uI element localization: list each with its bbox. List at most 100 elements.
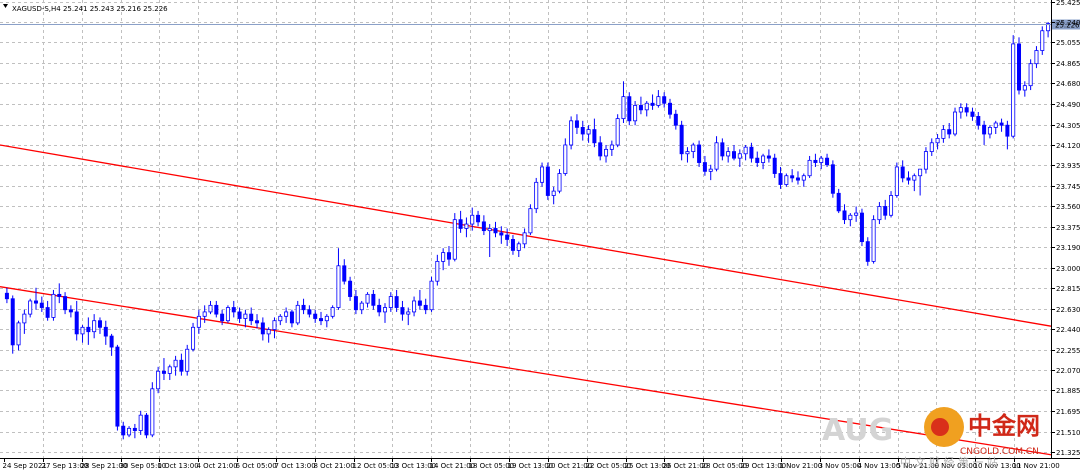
candle-body-down	[446, 252, 451, 260]
candle-body-up	[324, 315, 329, 322]
candle	[906, 171, 911, 185]
candle-body-down	[307, 309, 312, 315]
candle	[289, 309, 294, 328]
candle-body-down	[999, 122, 1004, 126]
candle-body-down	[377, 304, 382, 313]
trendline[interactable]	[0, 286, 1052, 456]
candle-body-up	[191, 326, 196, 350]
candle-body-down	[63, 296, 68, 311]
candle	[516, 241, 521, 258]
candle-body-up	[819, 157, 824, 163]
candle	[615, 114, 620, 148]
candle-body-down	[301, 304, 306, 311]
candle	[795, 171, 800, 185]
x-tick-label: 20 Oct 21:00	[547, 462, 593, 470]
candle	[1017, 37, 1022, 95]
candle	[638, 96, 643, 115]
candle	[592, 118, 597, 148]
y-tick-label: 21.325	[1056, 449, 1080, 457]
y-tick-label: 23.560	[1056, 203, 1080, 211]
candle	[476, 210, 481, 227]
candle-body-down	[249, 313, 254, 322]
candle-body-up	[522, 232, 527, 245]
candle-body-down	[289, 311, 294, 324]
candle	[813, 153, 818, 167]
candle	[598, 136, 603, 161]
candle	[179, 353, 184, 376]
candle	[545, 162, 550, 200]
candle-body-down	[458, 219, 463, 229]
candle-body-down	[39, 302, 44, 308]
candle	[202, 305, 207, 323]
candle-body-down	[580, 127, 585, 135]
candle	[755, 151, 760, 167]
candle	[441, 248, 446, 271]
candle-body-up	[295, 304, 300, 324]
collapse-triangle-icon[interactable]	[3, 4, 8, 8]
candle-body-up	[953, 111, 958, 135]
candle	[737, 149, 742, 167]
candle	[388, 292, 393, 312]
candle	[45, 300, 50, 321]
candle-body-down	[842, 210, 847, 221]
candle-body-up	[516, 243, 521, 251]
candle-body-up	[1040, 30, 1045, 51]
candle-body-up	[644, 102, 649, 111]
candle	[173, 355, 178, 376]
x-tick-label: 4 Oct 21:00	[197, 462, 238, 470]
candle-body-down	[964, 107, 969, 113]
candle	[790, 169, 795, 183]
candle	[260, 317, 265, 341]
candle-body-down	[371, 293, 376, 306]
x-tick-label: 12 Oct 05:00	[353, 462, 399, 470]
x-tick-label: 3 Nov 05:00	[819, 462, 862, 470]
x-tick-label: 9 Nov 05:00	[935, 462, 978, 470]
candle-body-up	[336, 265, 341, 308]
candle	[127, 426, 132, 438]
candle	[272, 317, 277, 339]
x-tick-label: 13 Oct 13:00	[391, 462, 437, 470]
candle	[330, 305, 335, 319]
candle	[103, 320, 108, 345]
candle-body-down	[679, 124, 684, 155]
candle	[708, 164, 713, 181]
candle	[679, 120, 684, 161]
candle	[144, 412, 149, 439]
candle	[359, 300, 364, 315]
candle-body-down	[103, 326, 108, 337]
candle-body-up	[22, 313, 27, 324]
candle-body-up	[918, 168, 923, 177]
candle-body-up	[150, 388, 155, 436]
candle-body-up	[923, 151, 928, 170]
candle	[749, 142, 754, 163]
candle-body-up	[51, 293, 56, 318]
candle-body-down	[1017, 43, 1022, 91]
y-tick-label: 24.305	[1056, 122, 1080, 130]
candle-body-down	[417, 300, 422, 306]
candle	[720, 138, 725, 161]
candle	[830, 160, 835, 198]
y-tick-label: 23.935	[1056, 162, 1080, 170]
candle	[324, 314, 329, 328]
candle-body-up	[1028, 63, 1033, 87]
candle	[313, 309, 318, 323]
candle	[150, 382, 155, 438]
candle-body-up	[441, 252, 446, 262]
candle-body-up	[854, 212, 859, 216]
candle-body-down	[1005, 124, 1010, 137]
candle	[510, 235, 515, 255]
candle-body-down	[947, 129, 952, 135]
candle-body-down	[353, 296, 358, 311]
candle	[348, 276, 353, 301]
candle	[470, 207, 475, 231]
x-tick-label: 8 Oct 21:00	[314, 462, 355, 470]
candle	[726, 147, 731, 163]
candle-body-down	[702, 162, 707, 172]
candle-body-up	[330, 307, 335, 317]
chart-header-label: XAGUSD-S,H4 25.241 25.243 25.216 25.226	[12, 5, 168, 13]
candle	[295, 300, 300, 326]
candle-body-down	[574, 120, 579, 128]
candle	[167, 364, 172, 381]
